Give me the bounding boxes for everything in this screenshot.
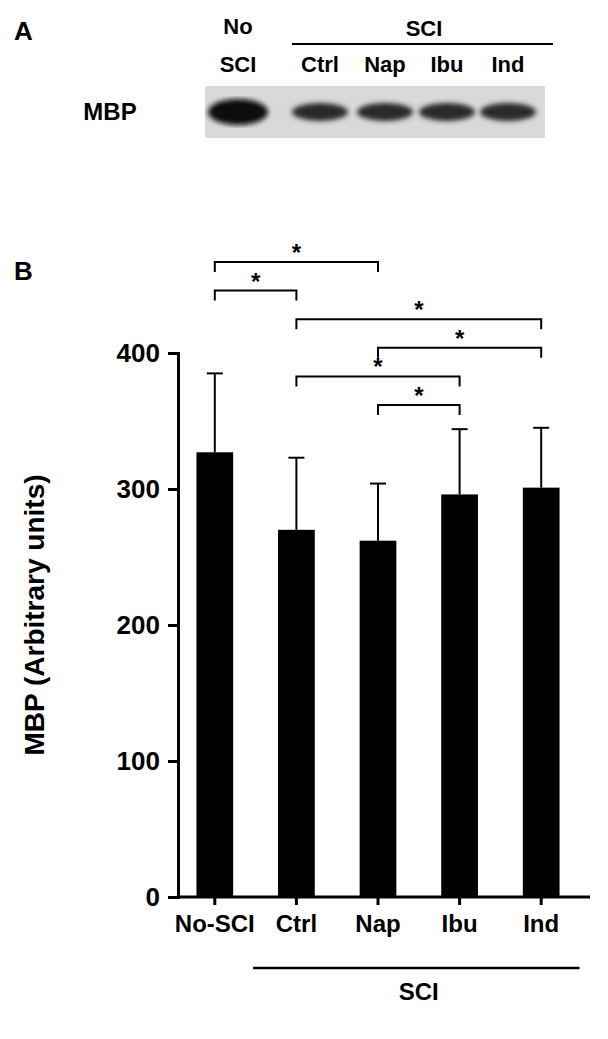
error-bar-stem (214, 373, 216, 452)
blot-band (480, 103, 536, 121)
significance-label: * (414, 382, 424, 409)
bar (523, 488, 560, 897)
panel-label: B (14, 256, 33, 286)
tick: 400 (117, 338, 178, 368)
tick-label: Ibu (442, 910, 478, 937)
significance: * * * * * * (215, 239, 541, 415)
tick: 0 (146, 882, 178, 912)
error-bar (370, 484, 386, 541)
significance-label: * (373, 353, 383, 380)
lane-label: Ibu (431, 52, 464, 77)
blot-bands (208, 99, 536, 125)
tick-label: 300 (117, 474, 160, 504)
blot-band (208, 99, 268, 125)
tick-label: Ind (523, 910, 559, 937)
blot-band (357, 103, 413, 121)
lane-label: NoSCI (220, 14, 257, 77)
tick-mark (213, 897, 216, 905)
panel-label: A (14, 16, 33, 46)
tick: Nap (355, 897, 400, 937)
error-bar-stem (377, 484, 379, 541)
tick-mark (377, 897, 380, 905)
row-label: MBP (83, 98, 136, 125)
error-bar (533, 428, 549, 488)
tick-mark (540, 897, 543, 905)
tick-label: 200 (117, 610, 160, 640)
tick-label: 400 (117, 338, 160, 368)
tick: No-SCI (175, 897, 255, 937)
error-bar-cap (533, 427, 549, 429)
group-line (253, 967, 580, 970)
group-label: SCI (406, 16, 443, 41)
tick: 100 (117, 746, 178, 776)
error-bar (452, 429, 468, 494)
tick-mark (168, 624, 178, 627)
tick: Ibu (442, 897, 478, 937)
error-bar-stem (540, 428, 542, 488)
lane-label: Nap (364, 52, 406, 77)
tick: Ctrl (276, 897, 317, 937)
error-bar-cap (370, 483, 386, 485)
blot-band (419, 103, 475, 121)
lane-label: Ctrl (301, 52, 339, 77)
significance-label: * (414, 296, 424, 323)
error-bar (288, 458, 304, 530)
error-bar (207, 373, 223, 452)
significance-label: * (455, 325, 465, 352)
lane-label: Ind (492, 52, 525, 77)
tick: 200 (117, 610, 178, 640)
tick-label: 100 (117, 746, 160, 776)
panel-a: A SCI NoSCI Ctrl Nap Ibu Ind MBP (14, 14, 553, 138)
tick-mark (168, 760, 178, 763)
tick-mark (168, 488, 178, 491)
tick-mark (168, 896, 178, 899)
bar (360, 541, 397, 897)
tick-label: 0 (146, 882, 160, 912)
bar (278, 530, 315, 897)
y-axis: 0 100 200 300 400 (117, 338, 179, 912)
axis-line (178, 896, 590, 899)
significance-label: * (292, 239, 302, 266)
tick-mark (168, 352, 178, 355)
y-axis-title: MBP (Arbitrary units) (19, 474, 50, 755)
error-bar-stem (459, 429, 461, 494)
axis-line (168, 354, 179, 898)
significance-label: * (251, 268, 261, 295)
group-label: SCI (399, 978, 439, 1005)
panel-b: B 0 100 200 300 400 No-SCI Ctrl Nap Ibu Ind MBP (Ar… (14, 239, 590, 1005)
error-bar-cap (207, 372, 223, 374)
error-bar-cap (452, 428, 468, 430)
tick-mark (295, 897, 298, 905)
blot-band (292, 103, 348, 121)
error-bar-stem (295, 458, 297, 530)
plot-area (196, 373, 559, 897)
tick: Ind (523, 897, 559, 937)
figure: A SCI NoSCI Ctrl Nap Ibu Ind MBP B 0 100 200 300 400 N… (0, 0, 608, 1039)
tick: 300 (117, 474, 178, 504)
blot-membrane (205, 86, 545, 138)
tick-mark (458, 897, 461, 905)
x-axis: No-SCI Ctrl Nap Ibu Ind (175, 897, 590, 937)
bar (441, 494, 478, 897)
tick-label: No-SCI (175, 910, 255, 937)
error-bar-cap (288, 457, 304, 459)
bar (196, 452, 233, 897)
tick-label: Nap (355, 910, 400, 937)
group-line (292, 43, 553, 45)
tick-label: Ctrl (276, 910, 317, 937)
